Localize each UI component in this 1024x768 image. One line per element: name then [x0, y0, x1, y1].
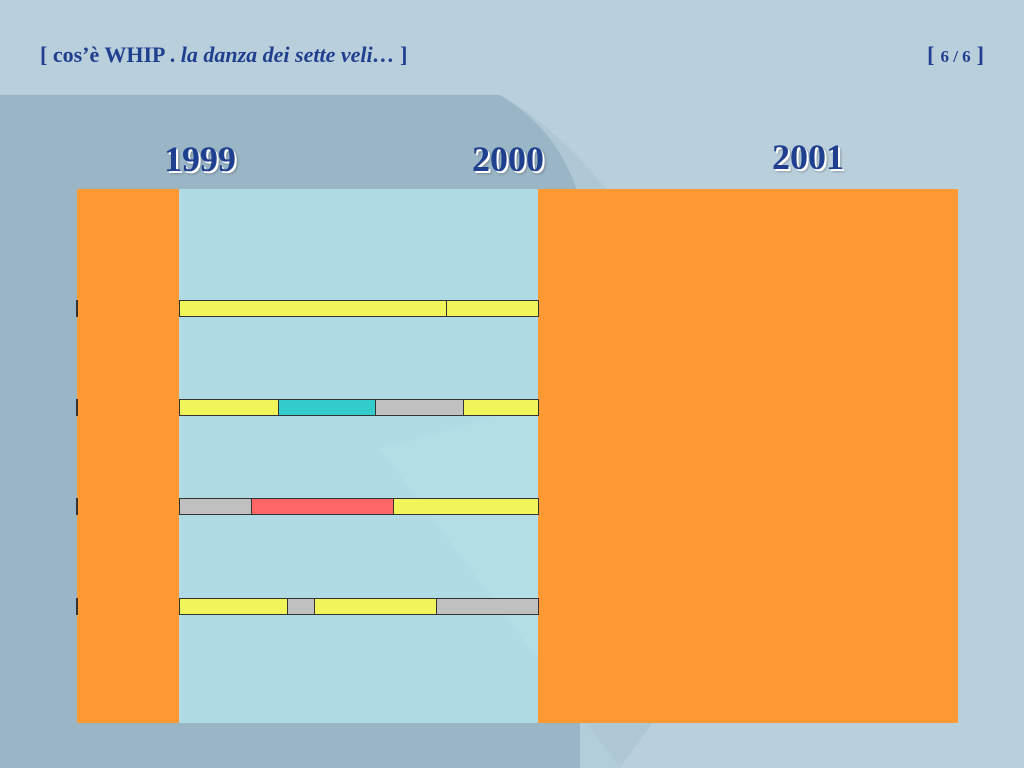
- track-start-tick: [76, 598, 78, 615]
- title-prefix: [ cos’è WHIP .: [40, 42, 181, 67]
- slide-title: [ cos’è WHIP . la danza dei sette veli… …: [40, 42, 407, 68]
- pager-open: [: [927, 42, 935, 67]
- track-segment-red: [251, 498, 394, 515]
- track-start-tick: [76, 300, 78, 317]
- track-segment-gray: [179, 498, 252, 515]
- track-segment-yellow: [446, 300, 539, 317]
- track-segment-yellow: [179, 399, 279, 416]
- track-segment-gray: [287, 598, 315, 615]
- track-start-tick: [76, 399, 78, 416]
- timeline-track: [179, 598, 539, 615]
- track-segment-yellow: [314, 598, 437, 615]
- year-label-2001: 2001: [772, 137, 844, 177]
- timeline-track: [179, 498, 539, 515]
- track-segment-gray: [436, 598, 539, 615]
- page-number: 6 / 6: [940, 47, 971, 66]
- track-segment-yellow: [393, 498, 539, 515]
- pager-close: ]: [976, 42, 984, 67]
- timeline-veil-left: [77, 189, 179, 723]
- page-indicator: [6 / 6]: [927, 42, 984, 68]
- slide-header: [ cos’è WHIP . la danza dei sette veli… …: [0, 0, 1024, 100]
- title-italic: la danza dei sette veli…: [180, 42, 401, 67]
- track-segment-gray: [375, 399, 464, 416]
- year-label-1999: 1999: [164, 139, 236, 179]
- timeline-veil-right: [538, 189, 958, 723]
- track-segment-yellow: [463, 399, 539, 416]
- track-segment-yellow: [179, 598, 288, 615]
- timeline-window-1999-2000: [179, 189, 539, 723]
- track-segment-cyan: [278, 399, 376, 416]
- track-start-tick: [76, 498, 78, 515]
- timeline-track: [179, 300, 539, 317]
- track-segment-yellow: [179, 300, 447, 317]
- title-suffix: ]: [400, 42, 408, 67]
- timeline-track: [179, 399, 539, 416]
- year-label-2000: 2000: [472, 139, 544, 179]
